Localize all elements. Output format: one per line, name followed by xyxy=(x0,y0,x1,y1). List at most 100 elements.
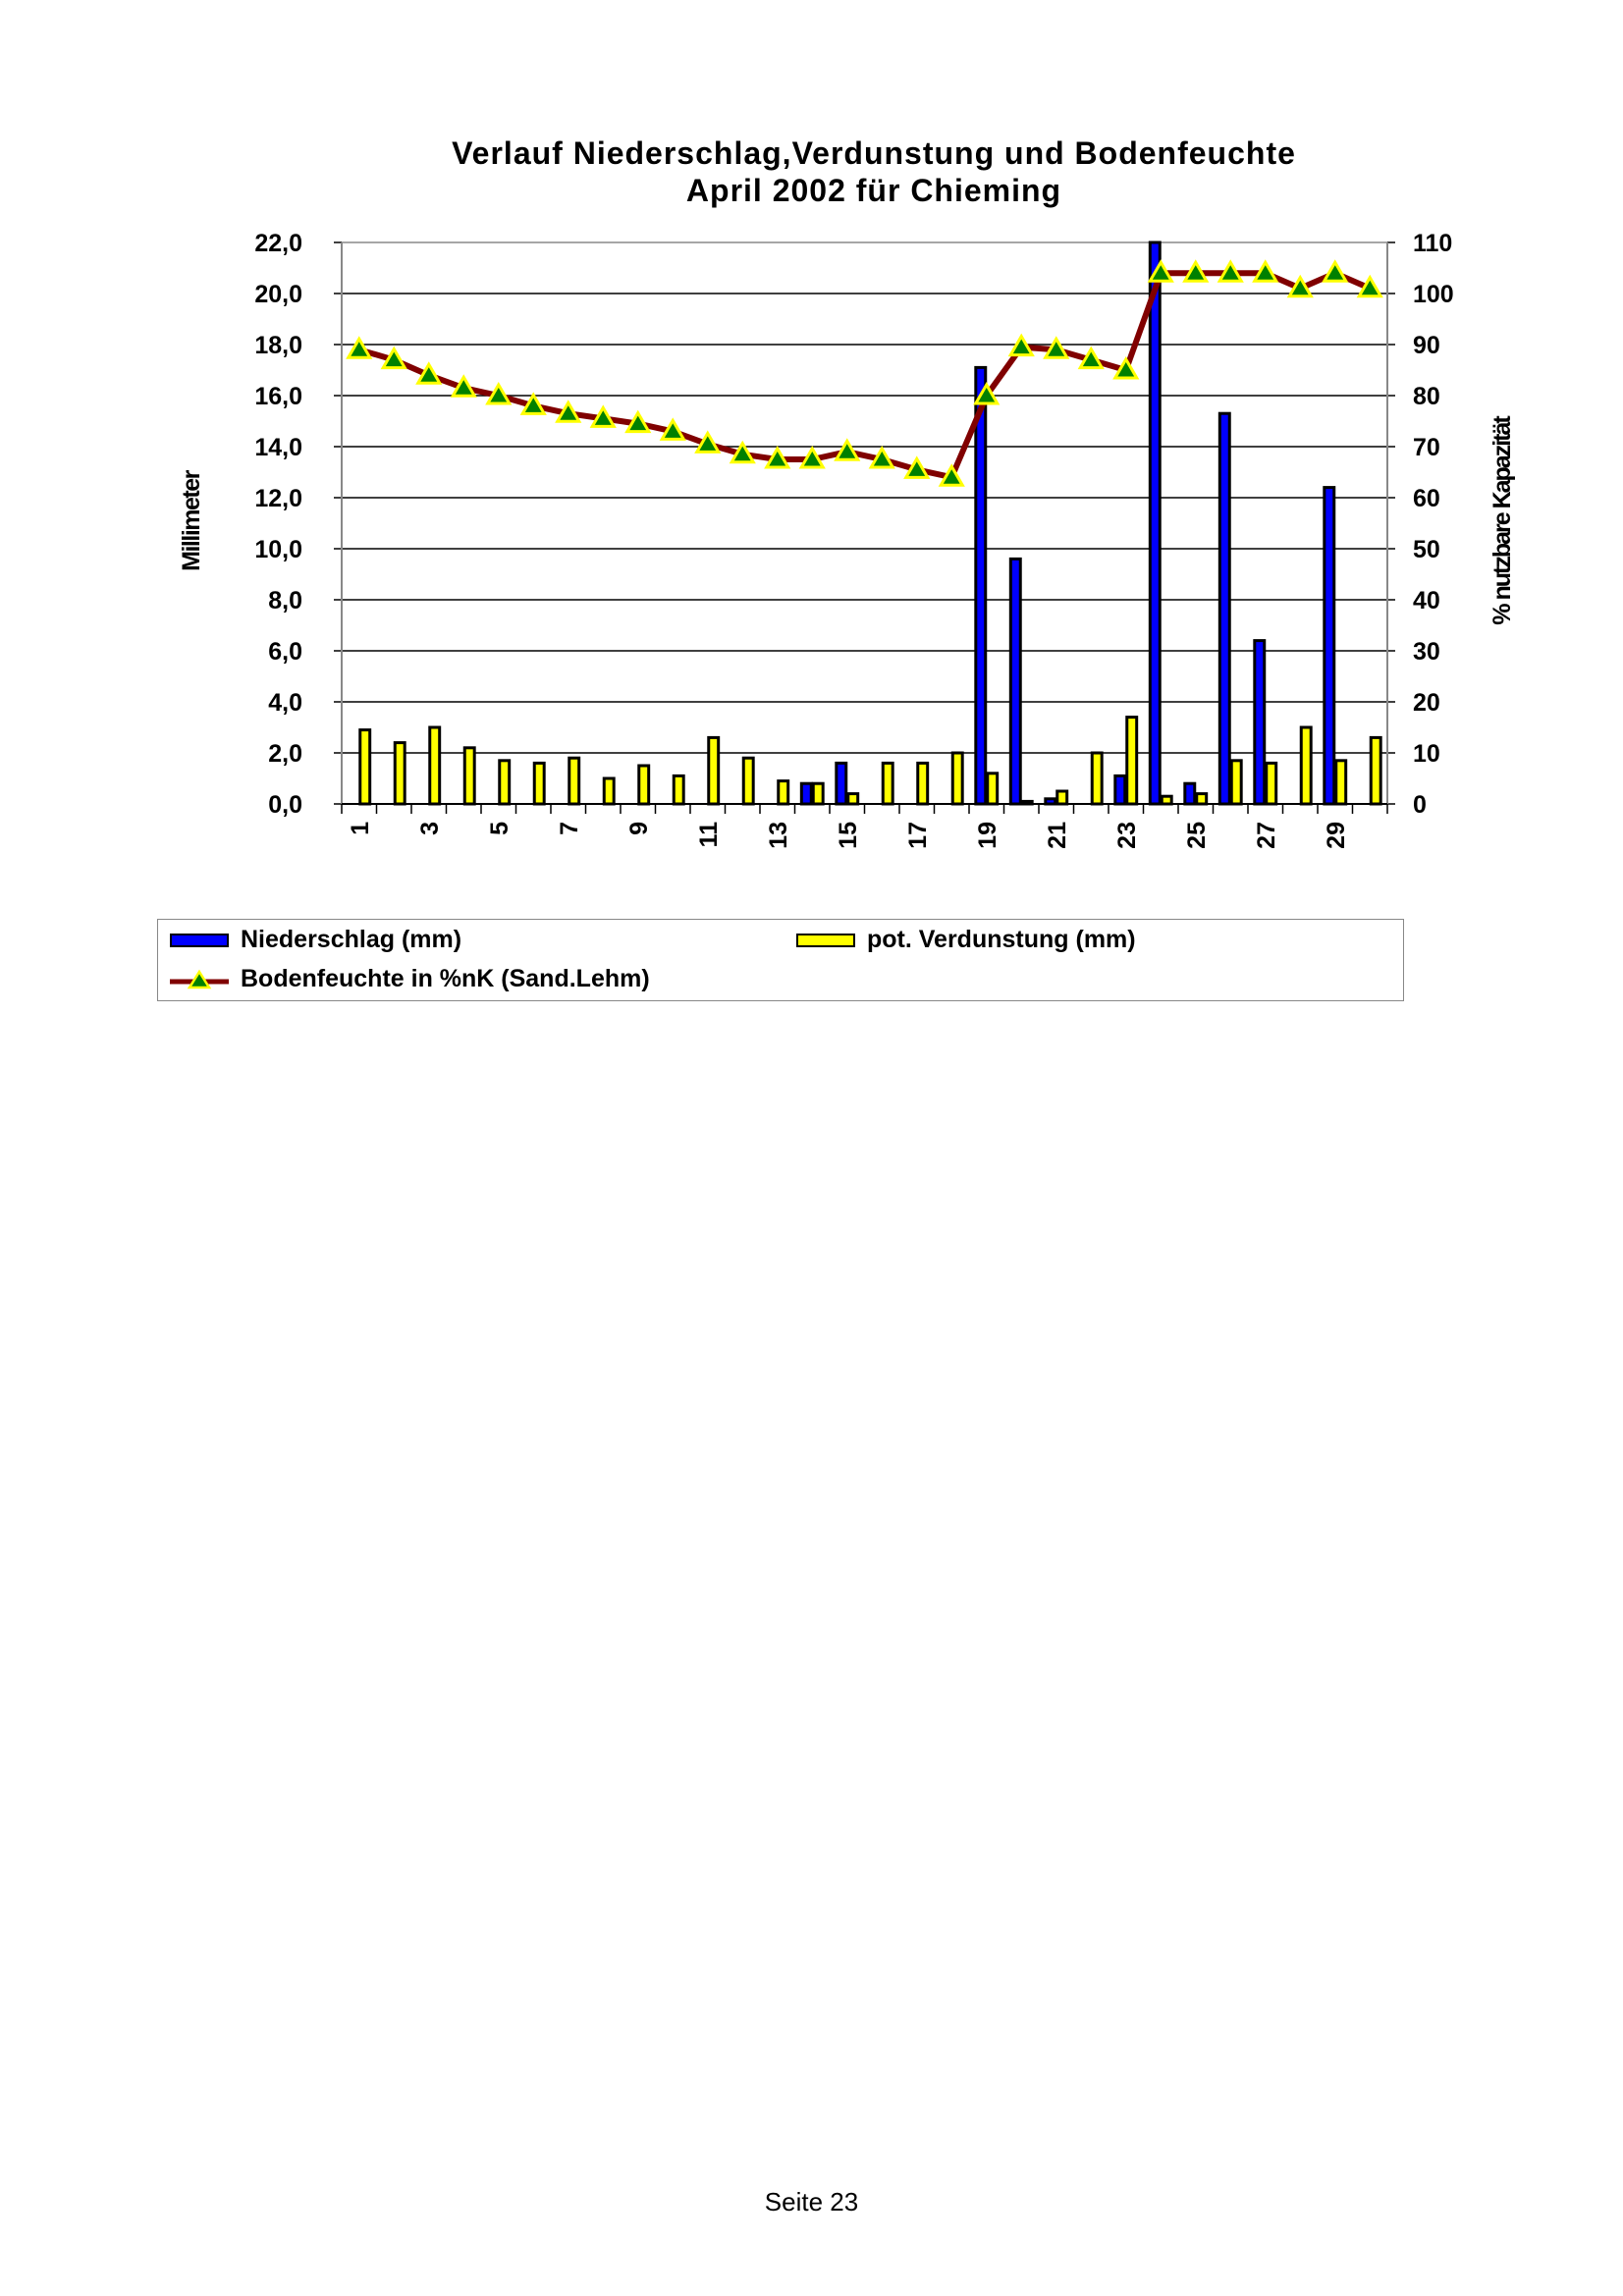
marker-bodenfeuchte xyxy=(1356,274,1383,298)
marker-bodenfeuchte xyxy=(485,382,513,405)
x-tick-label: 21 xyxy=(1044,822,1071,849)
bar-verdunstung xyxy=(672,774,685,806)
x-tick-label: 7 xyxy=(556,822,583,835)
legend-swatch-blue xyxy=(170,933,229,947)
legend-item-verdunstung: pot. Verdunstung (mm) xyxy=(796,926,1136,954)
marker-bodenfeuchte xyxy=(868,446,895,469)
bar-verdunstung xyxy=(777,779,790,806)
x-tick-label: 19 xyxy=(974,822,1001,849)
legend-label: pot. Verdunstung (mm) xyxy=(867,926,1136,953)
marker-bodenfeuchte xyxy=(555,400,582,423)
y2-tick-label: 20 xyxy=(1413,689,1440,717)
legend: Niederschlag (mm) pot. Verdunstung (mm) … xyxy=(157,919,1404,1001)
y2-axis-title: % nutzbare Kapazität xyxy=(1488,415,1516,625)
y-tick-label: 0,0 xyxy=(268,791,302,819)
x-tick-label: 9 xyxy=(625,822,653,835)
bar-verdunstung xyxy=(707,735,721,806)
y2-tick-label: 80 xyxy=(1413,383,1440,410)
bar-verdunstung xyxy=(881,761,894,806)
y2-tick-label: 50 xyxy=(1413,536,1440,563)
bar-niederschlag xyxy=(974,365,988,806)
x-tick-label: 29 xyxy=(1323,822,1350,849)
marker-bodenfeuchte xyxy=(624,409,652,434)
bar-verdunstung xyxy=(1160,794,1173,806)
y2-tick-label: 0 xyxy=(1413,791,1427,819)
bar-verdunstung xyxy=(986,772,1000,806)
y-tick-label: 8,0 xyxy=(268,587,302,614)
x-tick-label: 27 xyxy=(1253,822,1280,849)
bar-verdunstung xyxy=(1369,735,1382,806)
y-tick-label: 6,0 xyxy=(268,638,302,666)
y-tick-label: 4,0 xyxy=(268,689,302,717)
bar-verdunstung xyxy=(1125,716,1139,806)
marker-bodenfeuchte xyxy=(1077,346,1105,370)
page-footer: Seite 23 xyxy=(764,2187,859,2216)
chart: 0,0 0 2,0 10 4,0 20 6,0 30 8,0 40 10,0 50 12,0 60 14,0… xyxy=(178,230,1516,849)
bar-verdunstung xyxy=(428,725,442,806)
x-tick-label: 5 xyxy=(486,822,514,835)
bar-verdunstung xyxy=(1055,789,1069,806)
bar-verdunstung xyxy=(1020,799,1034,806)
marker-bodenfeuchte xyxy=(973,382,1001,405)
legend-item-bodenfeuchte: Bodenfeuchte in %nK (Sand.Lehm) xyxy=(170,965,650,993)
y-tick-label: 12,0 xyxy=(254,485,302,512)
bar-niederschlag xyxy=(1113,774,1127,806)
bar-verdunstung xyxy=(811,781,825,806)
bar-verdunstung xyxy=(637,764,651,806)
marker-bodenfeuchte xyxy=(764,446,791,469)
bar-niederschlag xyxy=(835,761,848,806)
marker-bodenfeuchte xyxy=(834,438,861,461)
marker-bodenfeuchte xyxy=(1147,259,1174,283)
x-tick-label: 17 xyxy=(904,822,932,849)
bar-niederschlag xyxy=(1217,411,1231,806)
marker-bodenfeuchte xyxy=(1322,259,1349,283)
marker-bodenfeuchte xyxy=(694,430,722,454)
y2-tick-label: 70 xyxy=(1413,434,1440,461)
y2-tick-label: 90 xyxy=(1413,332,1440,359)
marker-bodenfeuchte xyxy=(798,446,826,469)
bar-verdunstung xyxy=(916,761,930,806)
bar-niederschlag xyxy=(1183,781,1197,806)
y2-tick-label: 60 xyxy=(1413,485,1440,512)
bar-verdunstung xyxy=(532,761,546,806)
marker-bodenfeuchte xyxy=(346,336,373,359)
bar-niederschlag xyxy=(1044,797,1057,806)
marker-bodenfeuchte xyxy=(450,374,477,398)
legend-swatch-yellow xyxy=(796,933,855,947)
x-tick-label: 13 xyxy=(765,822,792,849)
x-tick-label: 15 xyxy=(835,822,862,849)
bar-verdunstung xyxy=(1229,759,1243,806)
legend-item-niederschlag: Niederschlag (mm) xyxy=(170,926,461,954)
bar-niederschlag xyxy=(1323,486,1336,806)
bar-verdunstung xyxy=(358,728,372,806)
marker-bodenfeuchte xyxy=(1043,336,1070,359)
bar-verdunstung xyxy=(846,792,860,806)
x-tick-label: 11 xyxy=(695,822,723,848)
y-tick-label: 14,0 xyxy=(254,434,302,461)
bar-niederschlag xyxy=(1148,240,1162,806)
bar-verdunstung xyxy=(1090,751,1104,806)
bar-verdunstung xyxy=(568,756,581,806)
y2-tick-label: 10 xyxy=(1413,740,1440,768)
bar-niederschlag xyxy=(1008,557,1022,806)
marker-bodenfeuchte xyxy=(1182,259,1210,283)
marker-bodenfeuchte xyxy=(729,440,756,464)
bar-verdunstung xyxy=(1265,761,1278,806)
bar-verdunstung xyxy=(602,776,616,806)
marker-bodenfeuchte xyxy=(1007,333,1035,357)
y-tick-label: 18,0 xyxy=(254,332,302,359)
y-tick-label: 10,0 xyxy=(254,536,302,563)
y2-tick-label: 100 xyxy=(1413,281,1454,308)
y-tick-label: 16,0 xyxy=(254,383,302,410)
y2-tick-label: 30 xyxy=(1413,638,1440,666)
x-tick-label: 25 xyxy=(1183,822,1211,849)
chart-title: Verlauf Niederschlag,Verdunstung und Bod… xyxy=(452,135,1296,171)
marker-bodenfeuchte xyxy=(938,463,965,487)
bar-verdunstung xyxy=(462,746,476,806)
y-tick-label: 20,0 xyxy=(254,281,302,308)
bar-verdunstung xyxy=(1299,725,1313,806)
marker-bodenfeuchte xyxy=(519,392,547,415)
x-tick-label: 3 xyxy=(416,822,444,835)
bar-verdunstung xyxy=(1195,792,1209,806)
marker-bodenfeuchte xyxy=(1286,274,1314,298)
